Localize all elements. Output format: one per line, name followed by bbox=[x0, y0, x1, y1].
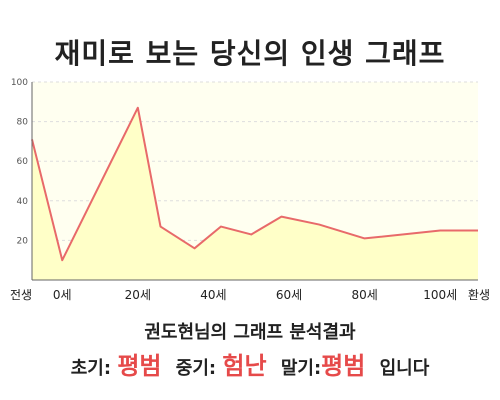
x-tick-label: 20세 bbox=[125, 288, 151, 302]
x-tick-label: 환생 bbox=[468, 288, 490, 302]
early-value: 평범 bbox=[117, 352, 162, 380]
x-tick-label: 전생 bbox=[10, 288, 32, 302]
late-value: 평범 bbox=[321, 352, 366, 380]
x-tick-label: 60세 bbox=[276, 288, 302, 302]
x-tick-label: 40세 bbox=[200, 288, 226, 302]
x-tick-label: 0세 bbox=[53, 288, 72, 302]
life-line bbox=[31, 106, 478, 262]
analysis-summary: 권도현님의 그래프 분석결과 bbox=[144, 322, 356, 343]
ending-text: 입니다 bbox=[379, 358, 430, 379]
life-graph-chart: 20 40 60 80 100 전생 0세 20세 40세 60세 80세 100세 환생 bbox=[10, 78, 490, 302]
mid-label: 중기: bbox=[175, 358, 217, 379]
y-tick-label: 60 bbox=[17, 157, 29, 167]
x-tick-label: 100세 bbox=[423, 288, 457, 302]
page-title: 재미로 보는 당신의 인생 그래프 bbox=[54, 37, 446, 70]
y-tick-label: 20 bbox=[17, 236, 29, 246]
y-tick-label: 80 bbox=[17, 118, 29, 128]
early-label: 초기: bbox=[70, 358, 112, 379]
y-tick-label: 40 bbox=[17, 197, 29, 207]
y-tick-label: 100 bbox=[11, 78, 28, 88]
late-label: 말기: bbox=[280, 358, 322, 379]
analysis-result: 초기: 평범 중기: 험난 말기:평범 입니다 bbox=[0, 346, 500, 381]
x-tick-label: 80세 bbox=[351, 288, 377, 302]
area-fill bbox=[32, 107, 478, 280]
mid-value: 험난 bbox=[222, 352, 267, 380]
